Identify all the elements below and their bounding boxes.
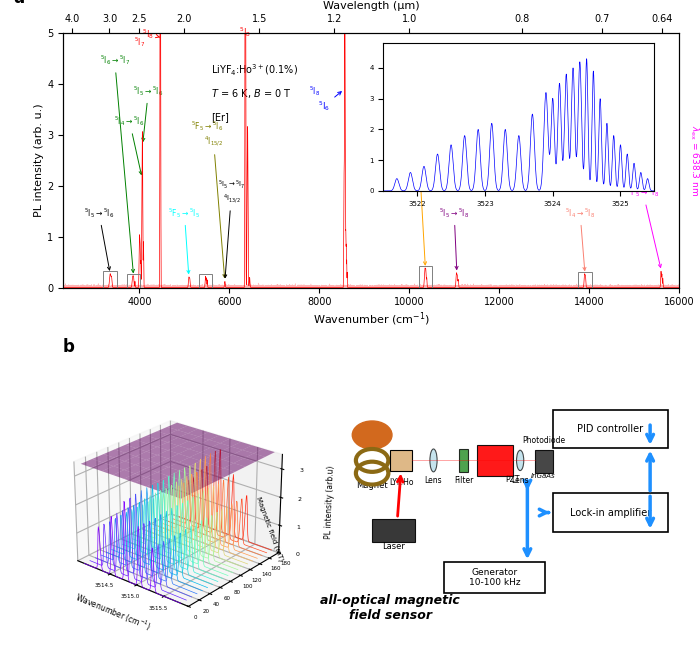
Text: Lock-in amplifier: Lock-in amplifier: [570, 507, 651, 517]
FancyBboxPatch shape: [444, 562, 545, 593]
Bar: [419, 266, 432, 287]
Text: $^5$I$_6$$\to$$^5$I$_7$: $^5$I$_6$$\to$$^5$I$_7$: [99, 53, 134, 273]
Bar: [458, 449, 468, 472]
Text: $\lambda_{\rm ex}$ = 638.3 nm: $\lambda_{\rm ex}$ = 638.3 nm: [688, 125, 700, 196]
Text: $^5$I$_8$: $^5$I$_8$: [239, 25, 251, 39]
Text: $^5$I$_7$: $^5$I$_7$: [134, 35, 145, 49]
Bar: [199, 274, 212, 287]
X-axis label: Wavelength (μm): Wavelength (μm): [323, 1, 419, 11]
Text: $^5$I$_8$: $^5$I$_8$: [143, 27, 160, 41]
Text: LiYF$_4$:Ho$^{3+}$(0.1%): LiYF$_4$:Ho$^{3+}$(0.1%): [211, 63, 298, 78]
Text: a: a: [14, 0, 24, 7]
Ellipse shape: [430, 449, 437, 472]
FancyBboxPatch shape: [552, 493, 668, 531]
Bar: [104, 271, 117, 287]
Text: InGaAs: InGaAs: [531, 473, 556, 479]
Bar: [578, 272, 592, 287]
Text: $^5$I$_4$$\to$$^5$I$_6$: $^5$I$_4$$\to$$^5$I$_6$: [114, 114, 145, 174]
Text: $^5$F$_5$$\to$$^5$I$_6$: $^5$F$_5$$\to$$^5$I$_6$: [190, 120, 223, 134]
Text: $^5$I$_5$$\to$$^5$I$_7$
$^4$I$_{13/2}$: $^5$I$_5$$\to$$^5$I$_7$ $^4$I$_{13/2}$: [218, 178, 246, 277]
X-axis label: Wavenumber (cm$^{-1}$): Wavenumber (cm$^{-1}$): [313, 310, 429, 328]
Text: PID controller: PID controller: [578, 424, 643, 434]
Text: $^5$I$_6$: $^5$I$_6$: [318, 92, 342, 113]
Text: Photodiode: Photodiode: [522, 436, 565, 445]
Text: PZT: PZT: [505, 475, 520, 484]
Text: $^5$F$_5$$\to$$^5$I$_7$: $^5$F$_5$$\to$$^5$I$_7$: [402, 135, 435, 265]
Text: $^4$I$_{15/2}$: $^4$I$_{15/2}$: [204, 135, 226, 277]
Text: 638.3 nm: 638.3 nm: [376, 550, 412, 559]
Text: $^5$I$_8$: $^5$I$_8$: [309, 84, 321, 98]
Text: 10 K: 10 K: [362, 430, 383, 440]
Text: b: b: [63, 338, 75, 356]
Text: $^5$I$_5$$\to$$^5$I$_6$: $^5$I$_5$$\to$$^5$I$_6$: [133, 84, 164, 141]
Circle shape: [352, 421, 392, 449]
Bar: [477, 445, 513, 475]
Text: Fabri
Perot: Fabri Perot: [483, 451, 507, 470]
Text: $^5$I$_5$$\to$$^5$I$_6$: $^5$I$_5$$\to$$^5$I$_6$: [84, 206, 114, 270]
Text: Magnetic field (mT): Magnetic field (mT): [255, 496, 284, 563]
Bar: [372, 519, 416, 542]
Y-axis label: PL intensity (arb. u.): PL intensity (arb. u.): [34, 104, 44, 217]
Ellipse shape: [517, 450, 524, 471]
Text: Laser: Laser: [382, 543, 405, 551]
Text: [Er]: [Er]: [211, 112, 230, 122]
Bar: [390, 450, 412, 471]
Text: Filter: Filter: [454, 476, 474, 485]
Bar: [535, 450, 552, 473]
Text: $^5$I$_4$$\to$$^5$I$_8$: $^5$I$_4$$\to$$^5$I$_8$: [565, 206, 595, 271]
Text: all-optical magnetic
field sensor: all-optical magnetic field sensor: [321, 594, 460, 622]
X-axis label: Wavenumber (cm$^{-1}$): Wavenumber (cm$^{-1}$): [73, 591, 153, 634]
Text: $^5$I$_5$$\to$$^5$I$_8$: $^5$I$_5$$\to$$^5$I$_8$: [439, 206, 469, 269]
Text: Lens: Lens: [425, 476, 442, 485]
Text: Magnet: Magnet: [356, 481, 388, 490]
Text: $T$ = 6 K, $B$ = 0 T: $T$ = 6 K, $B$ = 0 T: [211, 87, 292, 100]
Text: Lens: Lens: [511, 476, 529, 485]
Text: Generator
10-100 kHz: Generator 10-100 kHz: [469, 568, 521, 587]
Text: $^5$F$_5$$\to$$^5$I$_8$: $^5$F$_5$$\to$$^5$I$_8$: [627, 186, 662, 267]
Text: $^5$F$_5$$\to$$^5$I$_5$: $^5$F$_5$$\to$$^5$I$_5$: [168, 206, 200, 273]
FancyBboxPatch shape: [552, 410, 668, 448]
Bar: [127, 274, 140, 287]
Text: LYF:Ho: LYF:Ho: [389, 477, 413, 487]
